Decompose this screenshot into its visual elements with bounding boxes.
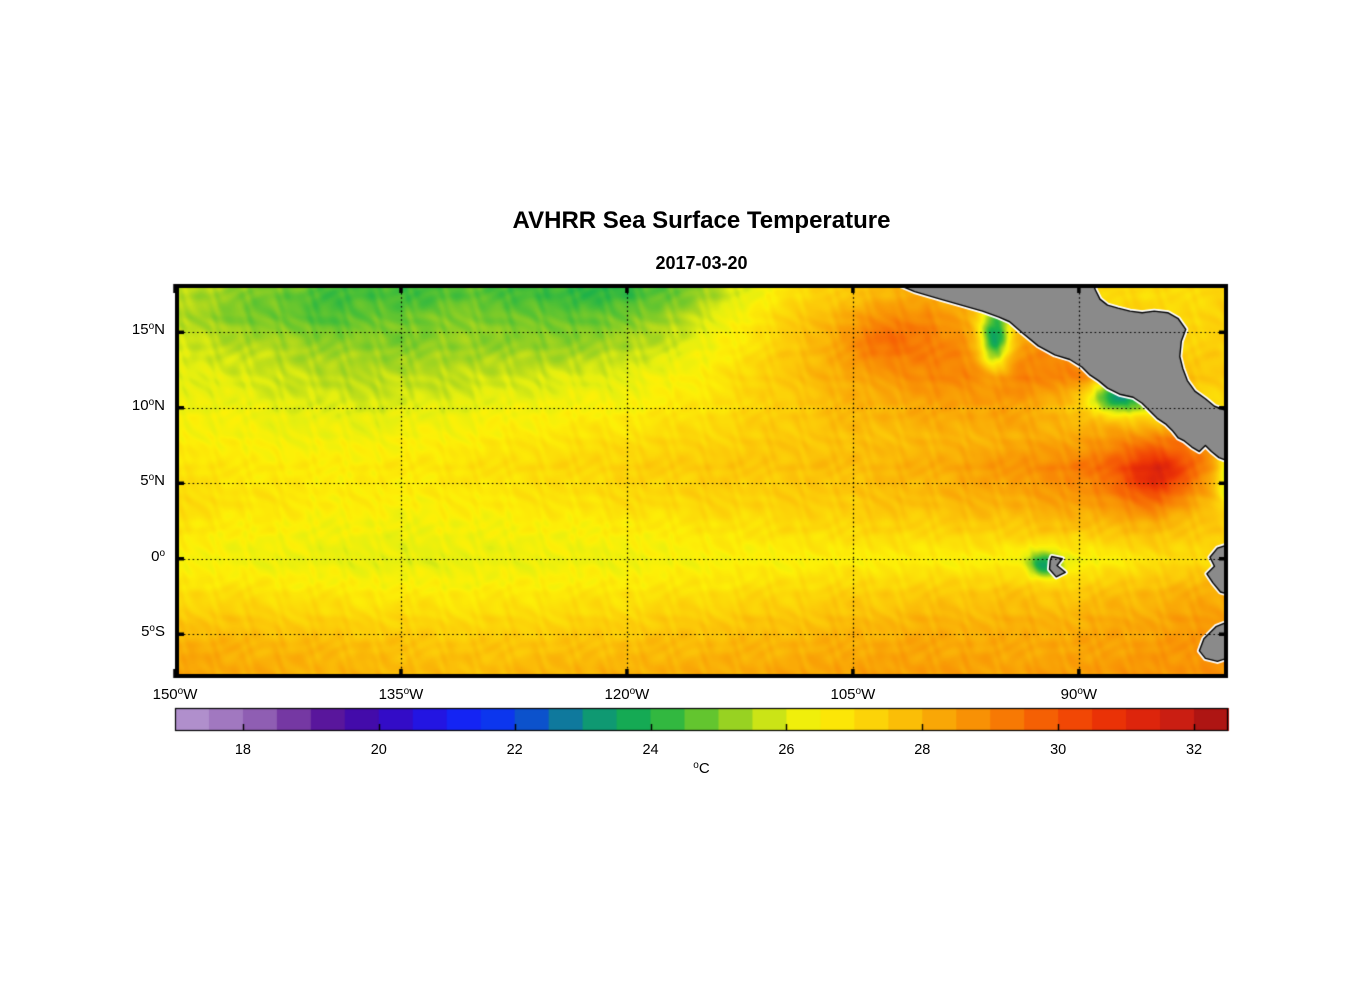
tick-value: 90 xyxy=(1060,686,1078,703)
tick-value: 135 xyxy=(378,686,404,703)
hemisphere: N xyxy=(154,321,165,339)
x-tick-label: 105oW xyxy=(808,686,898,703)
tick-value: 120 xyxy=(604,686,630,703)
colorbar-tick-label: 30 xyxy=(1050,742,1067,758)
colorbar-unit-label: oC xyxy=(175,760,1228,777)
degree-glyph: o xyxy=(629,686,636,697)
tick-value: 5 xyxy=(141,623,150,641)
colorbar-tick-label: 32 xyxy=(1185,742,1203,758)
degree-glyph: o xyxy=(148,321,155,333)
y-tick-label: 5oS xyxy=(0,623,165,640)
unit-text: C xyxy=(698,760,710,777)
degree-glyph: o xyxy=(177,686,184,697)
degree-glyph: o xyxy=(148,472,155,484)
degree-glyph: o xyxy=(403,686,410,697)
degree-glyph: o xyxy=(693,760,699,771)
tick-value: 150 xyxy=(152,686,178,703)
chart-date: 2017-03-20 xyxy=(655,253,748,273)
y-tick-label: 5oN xyxy=(0,472,165,489)
degree-glyph: o xyxy=(1077,686,1083,697)
y-tick-label: 0o xyxy=(0,548,165,565)
y-tick-label: 10oN xyxy=(0,397,165,414)
x-tick-label: 150oW xyxy=(130,686,220,703)
colorbar-tick-label: 18 xyxy=(234,742,251,758)
hemisphere: W xyxy=(635,686,650,703)
hemisphere: N xyxy=(154,396,165,414)
colorbar-tick-label: 24 xyxy=(642,742,659,758)
tick-value: 105 xyxy=(830,686,856,703)
x-tick-label: 135oW xyxy=(356,686,446,703)
tick-value: 10 xyxy=(131,396,149,414)
y-tick-label: 15oN xyxy=(0,321,165,338)
degree-glyph: o xyxy=(159,547,165,559)
hemisphere: W xyxy=(861,686,876,703)
colorbar-tick-label: 20 xyxy=(370,742,387,758)
tick-value: 0 xyxy=(151,547,160,565)
tick-value: 15 xyxy=(131,321,149,339)
degree-glyph: o xyxy=(855,686,862,697)
x-tick-label: 90oW xyxy=(1034,686,1124,703)
chart-title: AVHRR Sea Surface Temperature xyxy=(512,207,891,234)
hemisphere: N xyxy=(154,472,165,490)
hemisphere: S xyxy=(154,623,165,641)
degree-glyph: o xyxy=(148,396,155,408)
tick-value: 5 xyxy=(140,472,149,490)
x-tick-label: 120oW xyxy=(582,686,672,703)
colorbar-tick-label: 22 xyxy=(506,742,523,758)
hemisphere: W xyxy=(1082,686,1098,703)
colorbar-tick-label: 28 xyxy=(914,742,931,758)
colorbar-tick-label: 26 xyxy=(778,742,795,758)
degree-glyph: o xyxy=(149,623,155,635)
hemisphere: W xyxy=(409,686,424,703)
hemisphere: W xyxy=(183,686,198,703)
